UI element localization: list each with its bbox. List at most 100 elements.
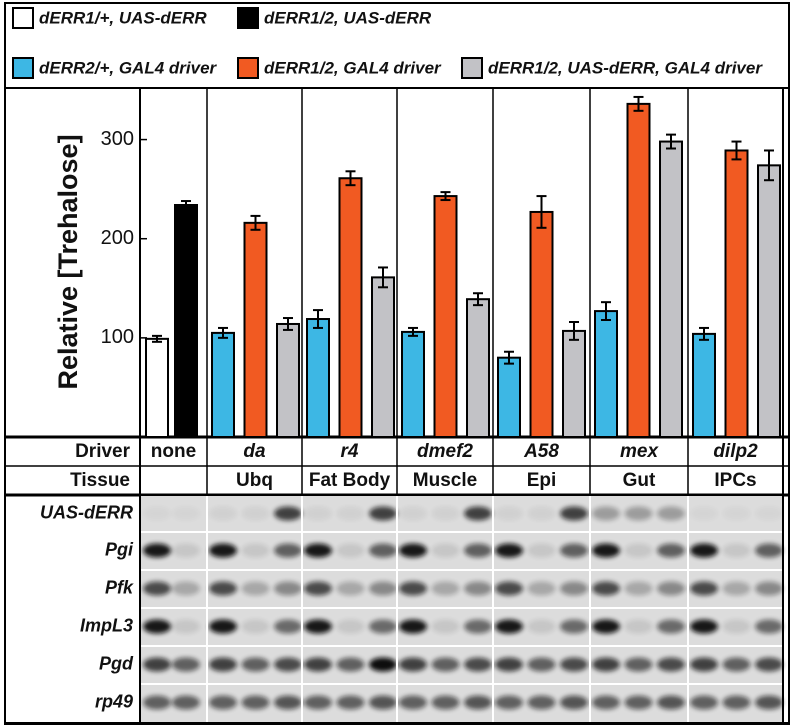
blot-band bbox=[755, 619, 783, 634]
legend-label: dERR1/2, GAL4 driver bbox=[264, 58, 442, 77]
blot-band bbox=[172, 543, 200, 558]
blot-band bbox=[690, 543, 718, 558]
blot-band bbox=[527, 619, 556, 634]
bar bbox=[306, 318, 330, 438]
blot-band bbox=[464, 506, 492, 521]
blot-band bbox=[241, 619, 270, 634]
driver-label: dilp2 bbox=[713, 441, 758, 462]
blot-band bbox=[624, 619, 653, 634]
blot-band bbox=[592, 695, 620, 710]
blot-band bbox=[399, 657, 427, 672]
blot-band bbox=[241, 695, 270, 710]
legend-swatch bbox=[12, 7, 34, 29]
blot-band bbox=[274, 543, 302, 558]
blot-band bbox=[722, 581, 751, 596]
blot-band bbox=[527, 581, 556, 596]
blot-band bbox=[209, 619, 237, 634]
driver-label: mex bbox=[620, 441, 659, 462]
blot-band bbox=[369, 543, 397, 558]
blot-band bbox=[143, 695, 171, 710]
blot-band bbox=[464, 657, 492, 672]
bar bbox=[243, 221, 268, 438]
blot-band bbox=[399, 581, 427, 596]
legend-label: dERR1/2, UAS-dERR, GAL4 driver bbox=[488, 58, 763, 77]
bar bbox=[338, 177, 363, 438]
blot-band bbox=[464, 543, 492, 558]
blot-band bbox=[172, 507, 200, 521]
blot-band bbox=[399, 619, 427, 634]
blot-band bbox=[274, 506, 302, 521]
blot-band bbox=[274, 619, 302, 634]
tissue-label: Epi bbox=[527, 470, 557, 491]
blot-band bbox=[209, 543, 237, 558]
bar bbox=[594, 310, 618, 438]
blot-band bbox=[755, 581, 783, 596]
blot-band bbox=[399, 506, 427, 521]
blot-band bbox=[399, 543, 427, 558]
legend-swatch bbox=[12, 57, 34, 79]
blot-band bbox=[143, 619, 171, 634]
blot-band bbox=[143, 507, 171, 521]
tissue-label: Muscle bbox=[413, 470, 477, 491]
blot-band bbox=[209, 581, 237, 596]
blot-band bbox=[274, 695, 302, 710]
bar bbox=[562, 329, 586, 438]
blot-band bbox=[690, 657, 718, 672]
blot-band bbox=[722, 543, 751, 558]
legend-label: dERR1/2, UAS-dERR bbox=[264, 8, 432, 27]
blot-band bbox=[527, 543, 556, 558]
bar bbox=[174, 204, 198, 438]
blot-band bbox=[755, 507, 783, 521]
blot-band bbox=[592, 543, 620, 558]
bar bbox=[145, 337, 169, 438]
blot-band bbox=[336, 657, 365, 672]
blot-band bbox=[624, 506, 653, 521]
row-header: Driver bbox=[75, 441, 131, 462]
bar bbox=[757, 164, 781, 438]
blot-band bbox=[172, 695, 200, 710]
blot-band bbox=[657, 657, 685, 672]
blot-band bbox=[369, 581, 397, 596]
bar bbox=[401, 330, 425, 438]
blot-band bbox=[431, 657, 460, 672]
blot-label: Pgi bbox=[105, 539, 134, 559]
blot-band bbox=[722, 657, 751, 672]
blot-band bbox=[369, 619, 397, 634]
driver-label: dmef2 bbox=[417, 441, 473, 462]
blot-band bbox=[431, 506, 460, 521]
bar bbox=[433, 195, 458, 438]
row-header: Tissue bbox=[70, 470, 130, 491]
blot-band bbox=[495, 581, 523, 596]
blot-band bbox=[657, 695, 685, 710]
bar bbox=[371, 276, 395, 438]
blot-band bbox=[592, 506, 620, 521]
blot-label: ImpL3 bbox=[80, 615, 133, 635]
blot-band bbox=[336, 695, 365, 710]
bar bbox=[466, 298, 490, 439]
legend-label: dERR1/+, UAS-dERR bbox=[39, 8, 207, 27]
y-axis-label: Relative [Trehalose] bbox=[53, 134, 83, 389]
blot-band bbox=[431, 581, 460, 596]
blot-band bbox=[304, 619, 332, 634]
blot-band bbox=[723, 507, 751, 521]
blot-band bbox=[143, 543, 171, 558]
blot-band bbox=[592, 657, 620, 672]
blot-band bbox=[304, 581, 332, 596]
blot-band bbox=[336, 581, 365, 596]
blot-band bbox=[560, 657, 588, 672]
blot-band bbox=[560, 581, 588, 596]
bar bbox=[497, 356, 521, 438]
blot-band bbox=[527, 657, 556, 672]
blot-band bbox=[495, 506, 523, 521]
blot-band bbox=[143, 581, 171, 596]
blot-band bbox=[369, 657, 397, 672]
blot-band bbox=[209, 506, 237, 521]
blot-band bbox=[464, 695, 492, 710]
blot-band bbox=[592, 619, 620, 634]
blot-band bbox=[592, 581, 620, 596]
driver-label: r4 bbox=[341, 441, 359, 462]
blot-band bbox=[172, 619, 200, 634]
blot-band bbox=[209, 695, 237, 710]
blot-band bbox=[274, 581, 302, 596]
blot-band bbox=[624, 581, 653, 596]
